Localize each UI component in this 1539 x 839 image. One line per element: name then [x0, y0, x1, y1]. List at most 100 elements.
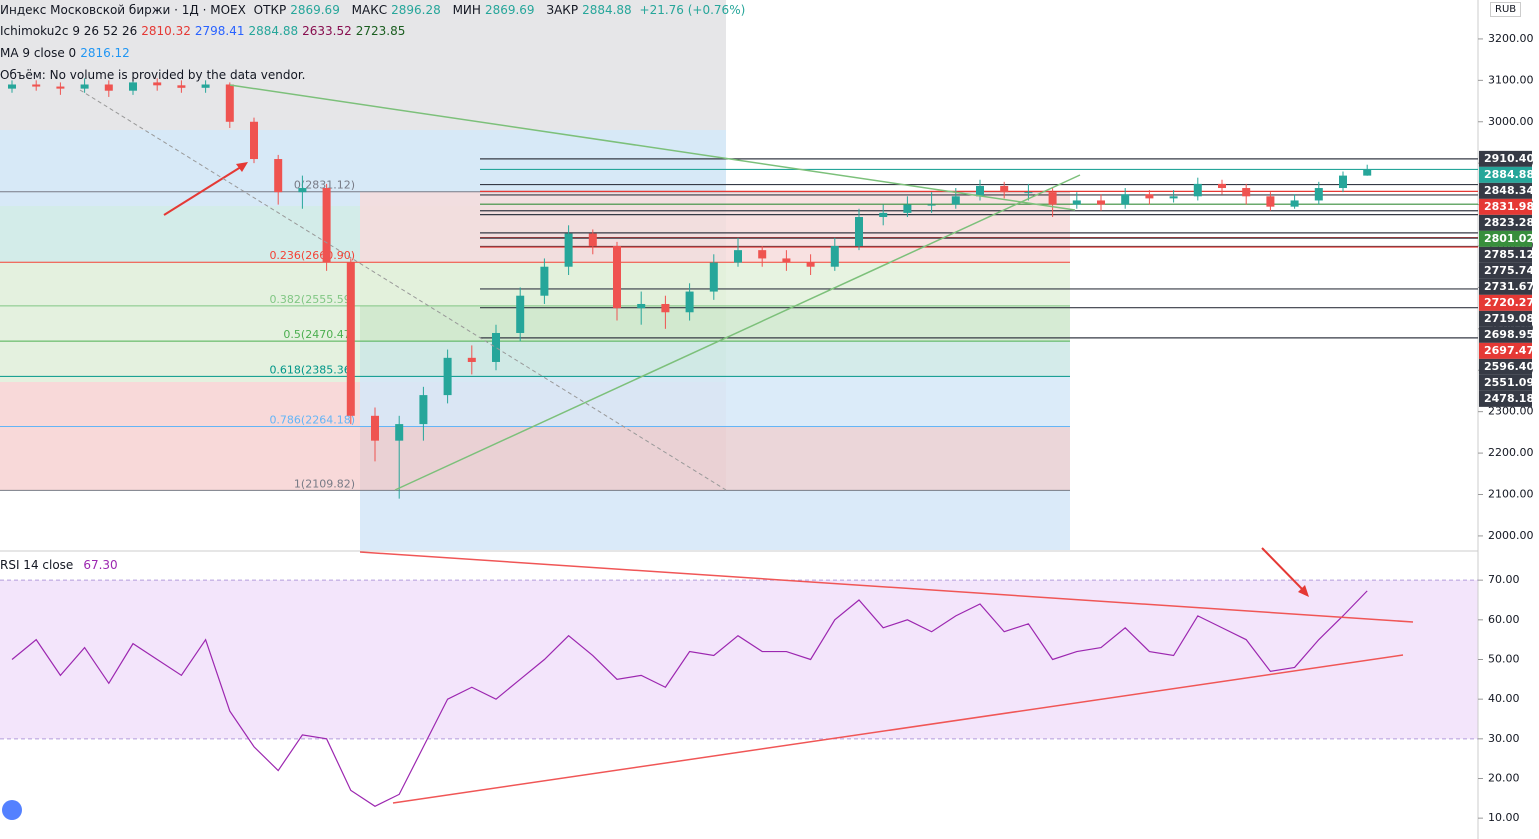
candle-body	[1266, 196, 1275, 207]
candle-body	[1097, 200, 1105, 205]
candle-body	[613, 246, 621, 309]
rsi-legend: RSI 14 close 67.30	[0, 558, 122, 572]
y-tick-label: 10.00	[1488, 811, 1520, 824]
candle-body	[177, 85, 186, 88]
candle-body	[443, 357, 452, 396]
candle-body	[1242, 188, 1251, 197]
candle-body	[250, 121, 258, 160]
price-label-bg	[1479, 358, 1532, 375]
candle-body	[661, 303, 670, 313]
price-label: 2910.40	[1484, 152, 1534, 165]
zone	[0, 0, 726, 130]
value: 2896.28	[391, 3, 441, 17]
price-label: 2731.67	[1484, 280, 1534, 293]
label: RSI 14 close	[0, 558, 74, 572]
indicator-text: 2633.52	[302, 24, 352, 38]
indicator-text: MA 9 close 0	[0, 46, 77, 60]
plot: 0(2831.12) 0.236(2660.90) 0.382(2555.59) 0.…	[0, 32, 1534, 824]
candle-body	[1363, 169, 1372, 176]
price-label-bg	[1479, 342, 1532, 359]
candle-body	[782, 258, 791, 263]
candle-body	[274, 159, 283, 193]
price-label: 2785.12	[1484, 248, 1534, 261]
price-label: 2831.98	[1484, 200, 1534, 213]
candle-body	[153, 82, 162, 86]
fib-zone	[360, 305, 1070, 342]
candle-body	[1000, 185, 1009, 193]
price-label-bg	[1479, 166, 1532, 183]
y-tick-label: 70.00	[1488, 573, 1520, 586]
candle-body	[903, 204, 912, 213]
y-tick-label: 20.00	[1488, 771, 1520, 784]
y-tick-label: 60.00	[1488, 613, 1520, 626]
candle-body	[564, 233, 573, 267]
trendline	[359, 551, 1414, 623]
candle-body	[201, 84, 210, 88]
y-tick-label: 2300.00	[1488, 405, 1534, 418]
candle-body	[1145, 194, 1154, 199]
candle-body	[1024, 192, 1033, 194]
price-label: 2801.02	[1484, 232, 1534, 245]
price-label: 2698.95	[1484, 328, 1534, 341]
fib-label: 0.618(2385.36)	[269, 363, 355, 376]
candle-body	[1193, 183, 1202, 197]
fib-zone	[360, 490, 1070, 550]
price-label-bg	[1479, 294, 1532, 311]
candle-body	[1072, 200, 1081, 205]
candle-body	[467, 357, 476, 362]
price-label: 2478.18	[1484, 392, 1534, 405]
price-label: 2719.08	[1484, 312, 1534, 325]
fib-zone	[360, 376, 1070, 427]
candle-body	[225, 84, 234, 122]
candle-body	[1339, 175, 1347, 189]
fib-label: 0.382(2555.59)	[269, 293, 355, 306]
volume-note: Объём: No volume is provided by the data…	[0, 68, 306, 82]
candle-body	[806, 262, 815, 267]
candle-body	[637, 303, 646, 309]
candle-body	[492, 332, 500, 362]
label: ОТКР	[253, 3, 287, 17]
candle-body	[879, 212, 888, 218]
candle-body	[516, 295, 525, 333]
currency[interactable]: RUB	[1490, 2, 1522, 17]
rsi-band	[0, 580, 1478, 739]
candle-body	[709, 262, 718, 292]
candle-body	[685, 291, 694, 313]
candle-body	[588, 233, 597, 247]
price-label-bg	[1479, 262, 1532, 279]
price-label-bg	[1479, 310, 1532, 327]
indicator-text: 2798.41	[194, 24, 245, 38]
price-label-bg	[1479, 390, 1532, 407]
price-label-bg	[1479, 246, 1532, 263]
price-label: 2697.47	[1484, 344, 1534, 357]
candle-body	[395, 424, 404, 441]
trendline	[392, 654, 1404, 804]
candle-body	[1218, 183, 1226, 189]
candle-body	[419, 395, 428, 425]
y-tick-label: 2200.00	[1488, 446, 1534, 459]
y-tick-label: 3000.00	[1488, 115, 1534, 128]
fib-label: 0(2831.12)	[294, 179, 355, 192]
value: 2869.69	[484, 3, 535, 17]
candle-body	[1169, 196, 1178, 199]
label: МИН	[452, 3, 481, 17]
fib-label: 0.236(2660.90)	[269, 249, 355, 262]
candle-body	[1121, 194, 1130, 205]
fib-zone	[360, 426, 1070, 491]
candle-body	[56, 86, 65, 89]
label: ЗАКР	[546, 3, 579, 17]
candle-body	[1314, 188, 1323, 201]
price-label: 2848.34	[1484, 184, 1534, 197]
y-tick-label: 2100.00	[1488, 488, 1534, 501]
indicator-row: Ichimoku2c 9 26 52 26 2810.32 2798.41 2884.…	[0, 24, 409, 38]
candle-body	[540, 266, 549, 296]
candle-body	[951, 196, 960, 205]
y-tick-label: 3100.00	[1488, 73, 1534, 86]
price-label-bg	[1479, 198, 1532, 215]
symbol: Индекс Московской биржи · 1Д · MOEX	[0, 3, 246, 17]
price-label-bg	[1479, 150, 1532, 167]
price-label: 2884.88	[1484, 168, 1534, 181]
candle-body	[1048, 192, 1057, 205]
